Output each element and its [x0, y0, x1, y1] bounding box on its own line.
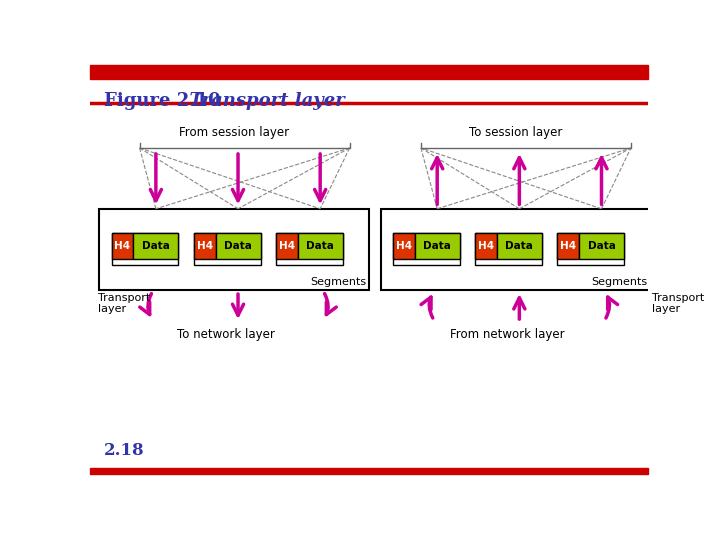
- Text: Data: Data: [505, 241, 534, 251]
- Bar: [133, 233, 179, 259]
- Text: H4: H4: [279, 241, 295, 251]
- Bar: [112, 233, 179, 265]
- Text: Transport
layer: Transport layer: [98, 293, 150, 314]
- Text: 2.18: 2.18: [104, 442, 145, 459]
- Bar: [579, 233, 624, 259]
- Bar: [415, 233, 459, 259]
- Bar: [90, 468, 648, 475]
- Text: Data: Data: [588, 241, 616, 251]
- Bar: [276, 233, 297, 259]
- Text: To network layer: To network layer: [177, 328, 275, 341]
- Bar: [557, 233, 579, 259]
- Text: Data: Data: [423, 241, 451, 251]
- Bar: [90, 65, 648, 79]
- Bar: [194, 233, 261, 265]
- Bar: [475, 233, 542, 265]
- Text: H4: H4: [396, 241, 412, 251]
- Text: H4: H4: [560, 241, 576, 251]
- Text: To session layer: To session layer: [469, 126, 562, 139]
- Text: Data: Data: [142, 241, 170, 251]
- Text: Transport
layer: Transport layer: [652, 293, 704, 314]
- Text: Data: Data: [224, 241, 252, 251]
- Bar: [381, 209, 650, 289]
- Bar: [393, 233, 459, 265]
- Bar: [276, 233, 343, 265]
- Bar: [475, 233, 497, 259]
- Text: Segments: Segments: [310, 276, 366, 287]
- Text: From network layer: From network layer: [451, 328, 565, 341]
- Bar: [393, 233, 415, 259]
- Text: From session layer: From session layer: [179, 126, 289, 139]
- Text: H4: H4: [478, 241, 494, 251]
- Bar: [557, 233, 624, 265]
- Bar: [112, 233, 133, 259]
- Bar: [99, 209, 369, 289]
- Bar: [297, 233, 343, 259]
- Text: Figure 2.10: Figure 2.10: [104, 92, 221, 110]
- Bar: [215, 233, 261, 259]
- Text: H4: H4: [114, 241, 130, 251]
- Text: Segments: Segments: [591, 276, 647, 287]
- Bar: [194, 233, 215, 259]
- Bar: [497, 233, 542, 259]
- Text: Data: Data: [306, 241, 334, 251]
- Text: Transport layer: Transport layer: [177, 92, 345, 110]
- Text: H4: H4: [197, 241, 213, 251]
